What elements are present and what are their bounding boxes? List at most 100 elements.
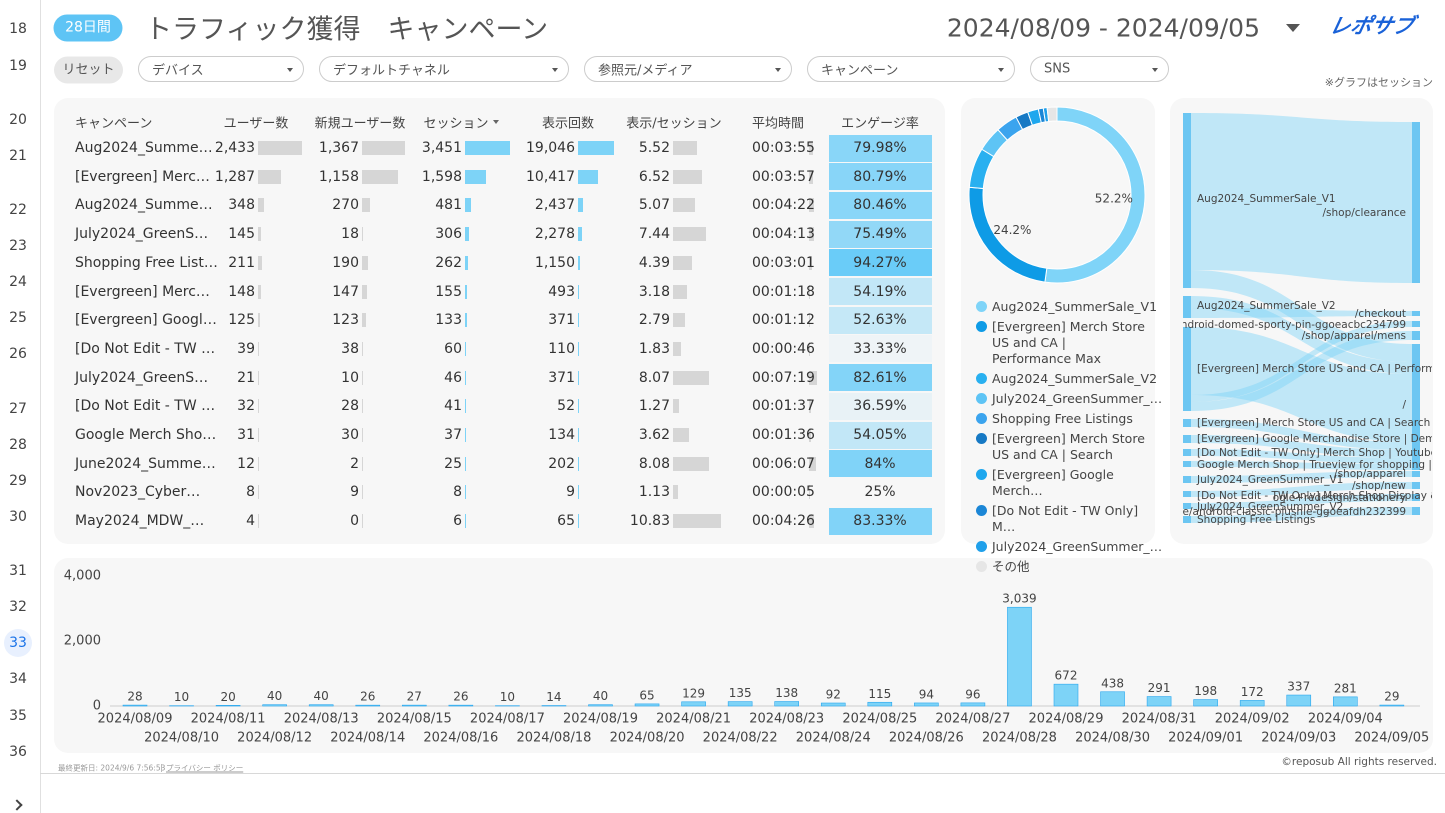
table-bar: [578, 456, 579, 471]
table-cell: 481: [435, 197, 462, 214]
table-bar: [809, 198, 814, 213]
table-bar: [465, 313, 467, 328]
y-tick-label: 2,000: [64, 634, 101, 649]
bar: [774, 701, 800, 707]
table-bar: [809, 370, 817, 385]
bar: [1286, 694, 1312, 707]
table-cell: 32: [237, 398, 255, 415]
table-cell: 493: [548, 283, 575, 300]
bar: [1100, 691, 1125, 707]
table-cell: 7.44: [638, 226, 670, 243]
table-cell: 270: [332, 197, 359, 214]
x-tick-label: 2024/08/26: [889, 731, 964, 746]
date-caret[interactable]: [1286, 24, 1300, 32]
engagement-cell: [829, 191, 932, 219]
sankey-node: [1412, 507, 1420, 515]
table-bar: [809, 169, 814, 184]
filter-dropdown[interactable]: [138, 56, 304, 82]
table-bar: [362, 227, 363, 242]
campaign-name: [Do Not Edit - TW …: [75, 398, 216, 415]
table-cell: 371: [548, 369, 575, 386]
table-bar: [258, 227, 261, 242]
bar-value-label: 3,039: [1002, 592, 1036, 606]
table-cell: 2,433: [214, 140, 255, 156]
bar-value-label: 94: [919, 687, 934, 701]
filter-dropdown[interactable]: [1030, 56, 1169, 82]
privacy-link[interactable]: プライバシー ポリシー: [166, 763, 244, 773]
campaign-name: Shopping Free List…: [75, 254, 218, 271]
bar-value-label: 281: [1334, 681, 1357, 695]
table-cell: 00:06:07: [752, 455, 815, 472]
table-bar: [258, 485, 259, 500]
row-number: 31: [9, 563, 27, 579]
sankey-node: [1183, 461, 1191, 467]
row-number: 18: [9, 21, 27, 37]
campaign-name: Nov2023_Cyber…: [75, 484, 201, 501]
table-cell: 1,598: [421, 168, 462, 185]
table-bar: [673, 284, 688, 299]
filter-caret: [998, 68, 1004, 72]
sankey-source-label: Aug2024_SummerSale_V2: [1197, 300, 1336, 312]
filter-caret: [1152, 68, 1158, 72]
table-cell: 3.62: [638, 427, 670, 443]
legend-item: July2024_GreenSummer_…: [976, 391, 1162, 407]
row-number: 29: [9, 473, 27, 489]
column-header: キャンペーン: [75, 116, 153, 132]
page-title: トラフィック獲得 キャンペーン: [145, 14, 549, 46]
sankey-node: [1183, 503, 1191, 509]
row-number: 35: [9, 708, 27, 724]
engagement-rate: 80.79%: [853, 168, 907, 185]
sankey-link: [1191, 471, 1412, 483]
legend-item: その他: [976, 559, 1148, 575]
x-tick-label: 2024/08/18: [516, 731, 591, 746]
engagement-rate: 33.33%: [853, 340, 907, 357]
campaign-name: July2024_GreenS…: [75, 369, 209, 386]
sidebar: [0, 0, 41, 813]
filter-label: SNS: [1044, 61, 1071, 77]
copyright: ©reposub All rights reserved.: [1281, 756, 1437, 768]
table-cell: 8.08: [638, 455, 670, 472]
period-badge: 28日間: [53, 14, 123, 42]
filter-dropdown[interactable]: [319, 56, 569, 82]
table-bar: [578, 341, 579, 356]
x-tick-label: 2024/08/22: [703, 731, 778, 746]
table-cell: 00:01:12: [752, 312, 815, 329]
engagement-rate: 94.27%: [853, 254, 907, 271]
filter-dropdown[interactable]: [807, 56, 1015, 82]
legend-label: July2024_GreenSummer_…: [992, 391, 1163, 406]
table-cell: 00:00:46: [752, 340, 815, 357]
engagement-cell: [829, 450, 932, 478]
table-cell: 8.07: [638, 369, 670, 386]
table-bar: [809, 514, 814, 529]
sankey-node: [1183, 419, 1191, 427]
engagement-rate: 79.98%: [853, 140, 907, 156]
bar: [308, 704, 334, 707]
table-bar: [465, 399, 466, 414]
row-number: 27: [9, 401, 27, 417]
table-bar: [809, 341, 810, 356]
bar-value-label: 40: [314, 689, 329, 703]
table-cell: 65: [557, 513, 575, 530]
engagement-cell: [829, 163, 932, 191]
table-bar: [362, 341, 364, 356]
donut-slice: [968, 148, 995, 190]
x-tick-label: 2024/08/13: [284, 712, 359, 727]
sankey-source-label: [Evergreen] Merch Store US and CA | Sear…: [1197, 417, 1430, 429]
table-bar: [809, 485, 810, 500]
engagement-rate: 80.46%: [853, 197, 907, 214]
table-bar: [673, 255, 693, 270]
sankey-node: [1412, 122, 1420, 283]
filter-dropdown[interactable]: [584, 56, 792, 82]
table-cell: 00:01:18: [752, 283, 815, 300]
reset-button[interactable]: リセット: [54, 56, 123, 84]
sankey-link: [1191, 461, 1412, 470]
table-bar: [362, 428, 363, 442]
table-bar: [673, 341, 682, 356]
table-bar: [258, 198, 265, 213]
table-bar: [258, 341, 259, 356]
sankey-node: [1412, 311, 1420, 316]
date-range[interactable]: 2024/08/09 - 2024/09/05: [946, 13, 1260, 43]
table-cell: 60: [444, 340, 462, 357]
bar: [960, 702, 986, 707]
table-panel: [54, 98, 945, 544]
